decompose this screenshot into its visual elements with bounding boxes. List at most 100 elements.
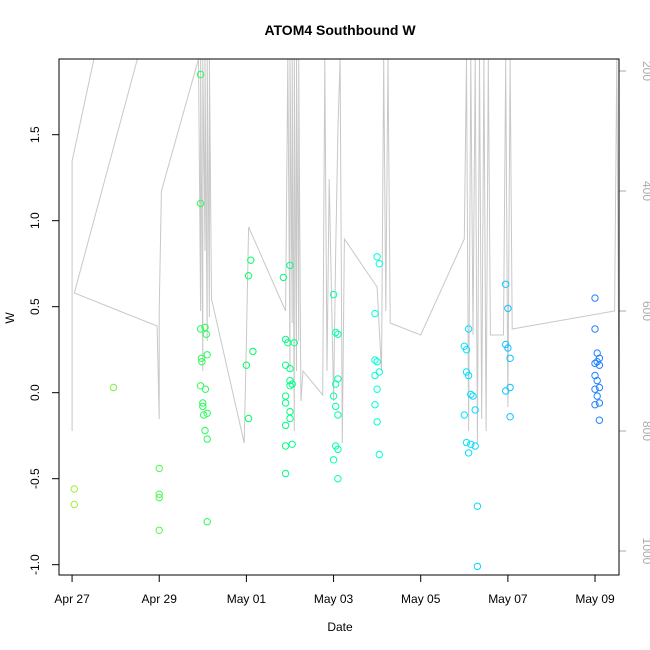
data-point — [375, 450, 383, 459]
data-point — [199, 399, 207, 407]
data-point — [196, 382, 205, 390]
data-point — [196, 70, 205, 79]
data-point — [332, 380, 340, 388]
data-point — [373, 253, 381, 261]
data-point — [201, 385, 210, 393]
data-point — [591, 359, 599, 368]
data-point — [460, 411, 468, 419]
data-point — [286, 382, 294, 390]
data-point — [203, 409, 211, 417]
data-point — [595, 399, 604, 407]
data-point — [109, 383, 118, 392]
data-point — [196, 325, 205, 333]
data-point — [595, 416, 604, 424]
data-point — [70, 500, 79, 509]
y2-tick-label: 800 — [640, 421, 650, 441]
y-tick-label: -0.5 — [28, 468, 42, 489]
data-point — [506, 354, 514, 362]
data-point — [591, 385, 599, 393]
data-point — [249, 347, 257, 356]
data-point — [462, 346, 471, 354]
data-point — [371, 371, 379, 380]
data-point — [203, 351, 211, 359]
x-tick-label: Apr 29 — [142, 592, 178, 606]
data-point — [279, 273, 288, 282]
data-point — [334, 330, 342, 338]
data-point — [286, 364, 294, 373]
data-point — [244, 272, 253, 280]
data-point — [332, 328, 340, 337]
data-point — [371, 356, 379, 364]
data-point — [462, 438, 471, 447]
data-point — [242, 361, 251, 369]
data-point — [281, 392, 290, 400]
chart-title: ATOM4 Southbound W — [264, 22, 416, 38]
y-tick-label: -1.0 — [28, 554, 42, 575]
data-point — [201, 426, 209, 435]
data-point — [198, 358, 206, 366]
data-point — [464, 449, 473, 457]
data-point — [373, 358, 381, 366]
data-point — [200, 411, 208, 419]
data-point — [595, 361, 604, 369]
y-tick-label: 1.0 — [28, 212, 42, 229]
data-point — [290, 339, 298, 347]
data-point — [70, 485, 79, 493]
y2-tick-label: 200 — [640, 61, 650, 81]
data-point — [155, 464, 163, 473]
data-point — [286, 407, 294, 416]
data-point — [155, 490, 163, 498]
data-point — [473, 502, 482, 510]
data-point — [464, 325, 473, 333]
data-point — [155, 526, 163, 534]
x-tick-label: May 05 — [401, 592, 441, 606]
data-point — [203, 518, 211, 526]
data-point — [471, 406, 479, 414]
x-axis-label: Date — [327, 620, 353, 634]
data-point — [281, 399, 290, 407]
data-point — [329, 392, 338, 400]
x-tick-label: May 03 — [314, 592, 354, 606]
y2-tick-label: 400 — [640, 181, 650, 201]
data-point — [332, 402, 340, 411]
y-axis-label: W — [3, 312, 17, 324]
profile-line — [71, 59, 619, 444]
data-point — [281, 469, 290, 478]
data-point — [504, 344, 512, 352]
data-point — [375, 368, 383, 376]
data-point — [281, 421, 290, 430]
data-point — [286, 261, 294, 270]
data-point — [329, 290, 338, 299]
data-point — [591, 294, 599, 302]
data-point — [471, 442, 479, 450]
data-point — [201, 323, 209, 331]
data-point — [334, 475, 342, 483]
data-point — [467, 390, 475, 399]
data-point — [593, 376, 601, 385]
data-point — [203, 435, 211, 443]
data-point — [506, 413, 514, 421]
data-point — [502, 387, 510, 395]
y2-tick-label: 600 — [640, 301, 650, 321]
data-point — [467, 440, 475, 448]
data-point — [504, 304, 512, 313]
data-point — [196, 199, 205, 208]
data-point — [593, 392, 601, 400]
data-point — [373, 418, 381, 426]
data-point — [375, 260, 383, 268]
data-point — [371, 309, 379, 318]
data-point — [373, 385, 381, 393]
x-tick-label: May 09 — [575, 592, 615, 606]
y-tick-label: 1.5 — [28, 126, 42, 143]
data-point — [473, 562, 482, 571]
x-tick-label: May 01 — [227, 592, 267, 606]
x-tick-label: May 07 — [488, 592, 528, 606]
data-point — [595, 383, 604, 392]
data-point — [286, 414, 294, 423]
data-point — [329, 456, 338, 464]
data-point — [281, 361, 290, 369]
data-point — [334, 411, 342, 419]
data-point — [334, 445, 342, 454]
y-tick-label: 0.0 — [28, 384, 42, 401]
